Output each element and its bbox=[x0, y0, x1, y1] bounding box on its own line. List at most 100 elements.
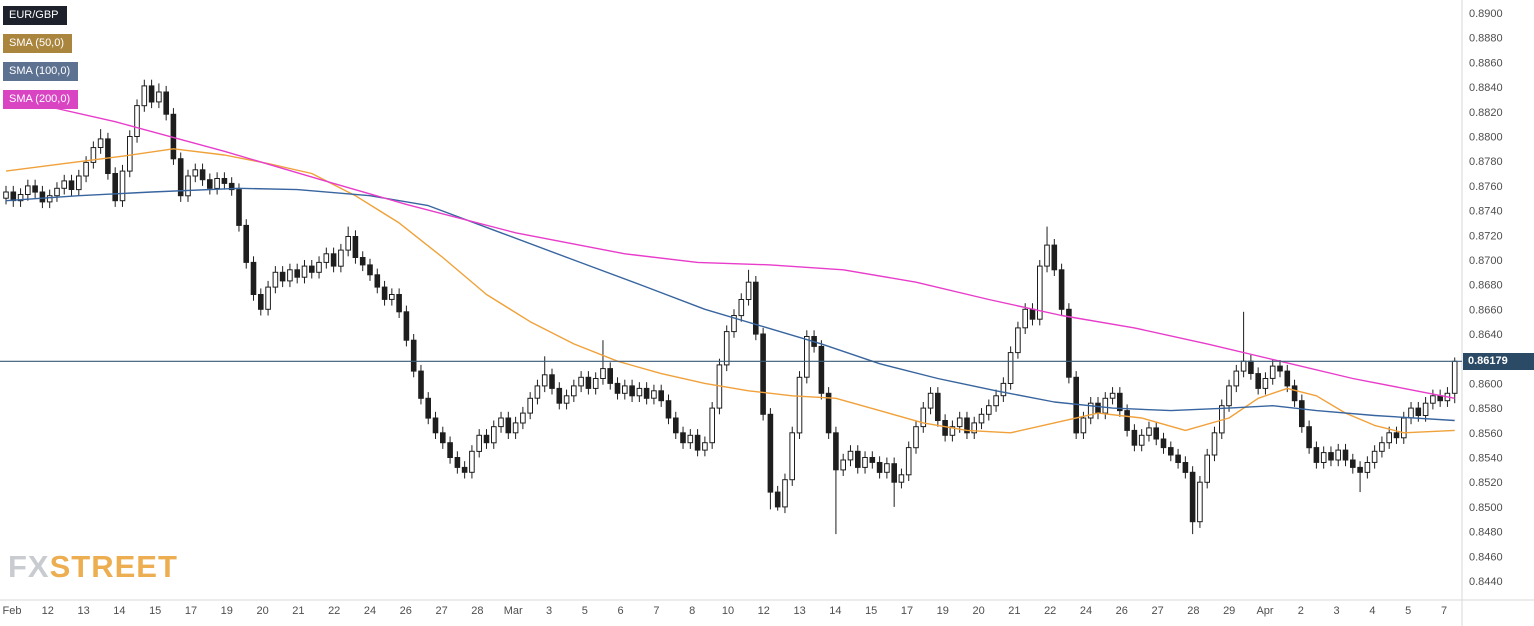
candle-body-up bbox=[847, 450, 854, 461]
candle-body-down bbox=[1131, 429, 1138, 446]
candle-body-up bbox=[534, 385, 541, 399]
candle-body-up bbox=[134, 105, 140, 137]
legend-sma200-badge[interactable]: SMA (200,0) bbox=[3, 90, 79, 109]
candle-body-down bbox=[665, 400, 672, 419]
candle-body-up bbox=[796, 376, 803, 434]
candle-body-down bbox=[1182, 462, 1189, 473]
y-tick-label: 0.8460 bbox=[1469, 551, 1503, 563]
candle-body-down bbox=[221, 178, 228, 184]
candle-body-up bbox=[949, 426, 956, 436]
candle-body-up bbox=[512, 422, 519, 434]
candle-body-down bbox=[1051, 244, 1058, 271]
candle-body-up bbox=[1146, 427, 1152, 436]
y-tick-label: 0.8880 bbox=[1469, 33, 1503, 45]
x-tick-label: 24 bbox=[364, 605, 376, 617]
legend-sma100-badge[interactable]: SMA (100,0) bbox=[3, 62, 79, 81]
candle-body-up bbox=[127, 136, 133, 172]
candle-body-up bbox=[287, 269, 293, 282]
candle-body-up bbox=[1007, 352, 1014, 385]
candle-body-up bbox=[1211, 432, 1218, 456]
candle-body-up bbox=[1080, 417, 1087, 434]
candle-body-down bbox=[818, 345, 825, 394]
candle-body-down bbox=[243, 224, 249, 263]
candle-body-down bbox=[673, 417, 679, 434]
candle-body-down bbox=[1291, 385, 1298, 402]
candle-body-up bbox=[1371, 450, 1378, 463]
candle-body-up bbox=[301, 265, 308, 278]
y-tick-label: 0.8560 bbox=[1469, 428, 1503, 440]
candle-body-up bbox=[97, 138, 104, 148]
x-tick-label: 21 bbox=[292, 605, 304, 617]
candle-body-up bbox=[491, 426, 497, 444]
x-tick-label: 8 bbox=[689, 605, 695, 617]
candle-body-down bbox=[556, 387, 563, 404]
candle-body-down bbox=[891, 463, 898, 483]
candle-body-down bbox=[461, 466, 468, 473]
candle-body-down bbox=[447, 442, 453, 459]
candle-body-down bbox=[855, 450, 861, 468]
candle-body-up bbox=[192, 169, 199, 177]
candle-body-up bbox=[1269, 365, 1276, 379]
candle-body-down bbox=[680, 432, 686, 444]
x-tick-label: 14 bbox=[829, 605, 841, 617]
candle-body-up bbox=[1204, 454, 1211, 483]
candle-body-up bbox=[469, 450, 475, 473]
candle-body-up bbox=[323, 253, 330, 263]
candle-body-up bbox=[214, 178, 220, 189]
last-price-badge: 0.86179 bbox=[1463, 352, 1534, 370]
y-tick-label: 0.8540 bbox=[1469, 453, 1503, 465]
x-tick-label: 3 bbox=[546, 605, 552, 617]
candle-body-up bbox=[738, 299, 745, 317]
candle-body-down bbox=[629, 385, 635, 397]
legend-sma50-badge[interactable]: SMA (50,0) bbox=[3, 34, 73, 53]
candle-body-up bbox=[913, 426, 919, 449]
y-tick-label: 0.8780 bbox=[1469, 156, 1503, 168]
candle-body-down bbox=[279, 271, 286, 282]
candle-body-down bbox=[1248, 360, 1254, 375]
x-tick-label: 19 bbox=[937, 605, 949, 617]
candle-body-up bbox=[498, 417, 504, 428]
y-tick-label: 0.8480 bbox=[1469, 527, 1503, 539]
candle-body-up bbox=[185, 175, 191, 197]
x-tick-label: 17 bbox=[901, 605, 913, 617]
candle-body-down bbox=[309, 265, 315, 273]
x-tick-label: 20 bbox=[256, 605, 268, 617]
candle-body-down bbox=[1029, 308, 1036, 320]
candle-body-down bbox=[614, 382, 621, 394]
candle-body-down bbox=[760, 333, 766, 415]
candle-body-down bbox=[454, 457, 461, 468]
legend-symbol-badge[interactable]: EUR/GBP bbox=[3, 6, 67, 25]
candle-body-down bbox=[1357, 466, 1363, 473]
candle-body-down bbox=[236, 189, 242, 226]
candle-body-up bbox=[702, 442, 708, 451]
candle-body-down bbox=[1299, 400, 1305, 428]
candle-body-up bbox=[1379, 442, 1385, 452]
candle-body-down bbox=[207, 179, 213, 189]
sma-line-1000 bbox=[5, 187, 1455, 422]
candle-body-down bbox=[1277, 365, 1283, 372]
candle-body-up bbox=[1320, 452, 1327, 464]
candle-body-up bbox=[687, 434, 694, 444]
candle-body-up bbox=[527, 397, 534, 414]
y-tick-label: 0.8840 bbox=[1469, 82, 1503, 94]
y-tick-label: 0.8640 bbox=[1469, 329, 1503, 341]
candle-body-up bbox=[731, 315, 737, 333]
candle-body-up bbox=[993, 395, 999, 407]
candle-body-down bbox=[935, 392, 941, 421]
candle-body-down bbox=[177, 158, 184, 197]
candle-body-down bbox=[1058, 269, 1065, 310]
candle-body-up bbox=[636, 387, 643, 397]
logo-street-text: STREET bbox=[49, 549, 178, 584]
candle-body-up bbox=[1226, 385, 1232, 407]
x-tick-label: 5 bbox=[582, 605, 588, 617]
candle-body-down bbox=[876, 462, 883, 473]
candle-body-down bbox=[767, 413, 774, 493]
x-tick-label: 26 bbox=[1116, 605, 1128, 617]
candle-body-down bbox=[643, 387, 650, 399]
candle-body-up bbox=[25, 185, 31, 195]
candle-body-up bbox=[345, 236, 351, 251]
candle-body-down bbox=[425, 397, 431, 419]
candle-body-down bbox=[505, 417, 512, 434]
x-tick-label: 13 bbox=[793, 605, 805, 617]
